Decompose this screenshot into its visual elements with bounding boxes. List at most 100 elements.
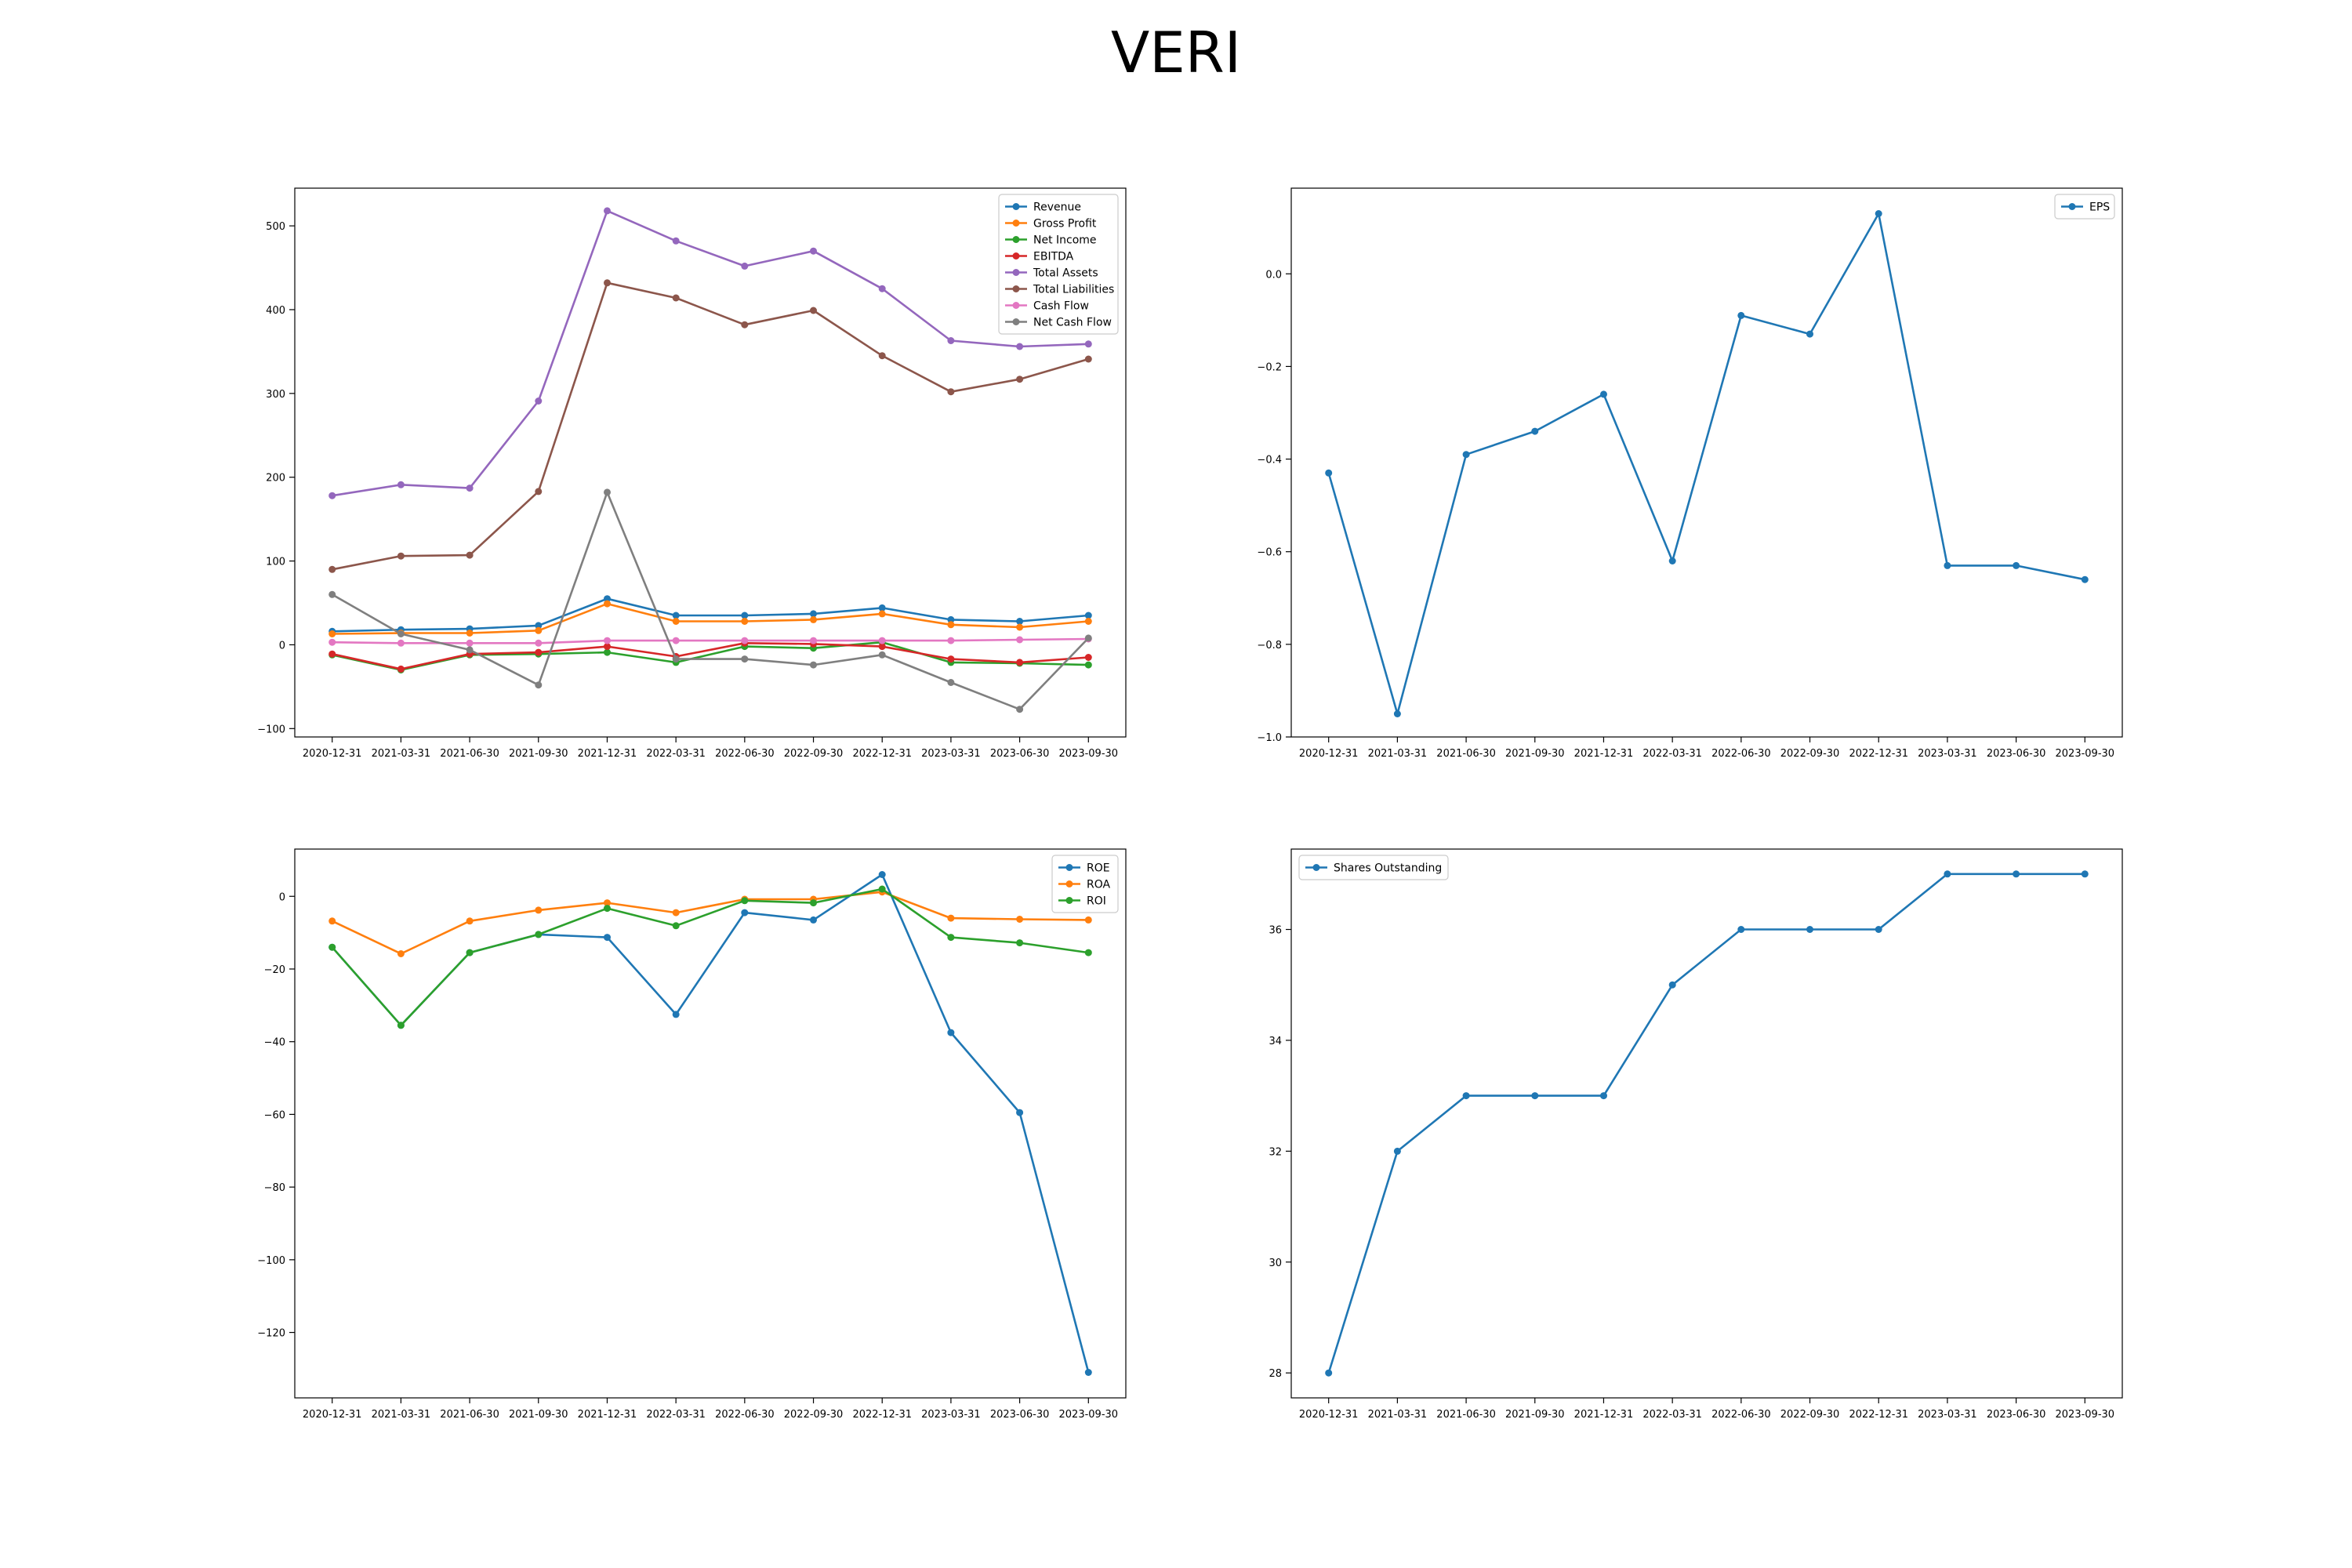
financials-x-tick-label: 2022-06-30 <box>715 748 775 760</box>
shares-y-tick-label: 28 <box>1269 1368 1282 1380</box>
financials-legend-marker-ebitda <box>1012 252 1020 260</box>
shares-series-shares-outstanding-point <box>1393 1147 1401 1155</box>
financials-series-cash-flow-point <box>466 639 474 647</box>
financials-axes-frame <box>294 187 1127 738</box>
returns-x-tick-label: 2023-06-30 <box>990 1409 1050 1421</box>
returns-x-tick-label: 2021-06-30 <box>440 1409 499 1421</box>
returns-series-roi-point <box>672 922 680 930</box>
financials-series-total-liabilities-point <box>810 307 817 314</box>
financials-y-tick-label: 400 <box>266 305 285 317</box>
financials-series-ebitda-point <box>535 648 543 656</box>
returns-series-roa-point <box>1084 916 1092 924</box>
shares-series-shares-outstanding-point <box>1875 926 1882 933</box>
returns-y-tick-label: 0 <box>279 891 285 903</box>
financials-series-total-liabilities-point <box>466 551 474 559</box>
shares-y-tick-label: 30 <box>1269 1258 1282 1269</box>
shares-y-tick-label: 34 <box>1269 1036 1282 1047</box>
financials-legend-label-revenue: Revenue <box>1033 201 1081 214</box>
financials-series-gross-profit-point <box>672 618 680 625</box>
financials-series-cash-flow-point <box>397 639 405 647</box>
financials-series-revenue-point <box>604 595 611 603</box>
returns-series-roi-point <box>741 897 749 905</box>
eps-series-eps-point <box>1737 311 1745 319</box>
financials-series-revenue-point <box>535 622 543 630</box>
financials-series-total-assets-line <box>332 209 1089 497</box>
returns-legend-label-roa: ROA <box>1087 879 1111 891</box>
eps-x-tick-label: 2022-09-30 <box>1780 748 1840 760</box>
financials-series-total-liabilities-point <box>604 279 611 287</box>
financials-series-gross-profit-point <box>604 600 611 608</box>
returns-y-tick-label: −40 <box>264 1037 285 1049</box>
shares-outstanding-chart: 2020-12-31 2021-03-31 2021-06-30 2021-09-30… <box>1269 848 2123 1421</box>
financials-series-net-cash-flow-point <box>672 655 680 663</box>
shares-series-shares-outstanding-point <box>2081 870 2089 878</box>
returns-series-roe-point <box>810 916 817 924</box>
eps-legend-label-eps: EPS <box>2089 201 2110 214</box>
eps-series-eps-point <box>1325 469 1333 477</box>
financials-series-total-assets-point <box>741 262 749 270</box>
shares-x-tick-label: 2022-06-30 <box>1711 1409 1771 1421</box>
financials-series-ebitda-point <box>1084 654 1092 661</box>
returns-series-roe-point <box>604 934 611 942</box>
returns-x-tick-label: 2022-03-31 <box>646 1409 706 1421</box>
shares-x-tick-label: 2023-06-30 <box>1987 1409 2046 1421</box>
returns-x-tick-label: 2023-03-31 <box>921 1409 981 1421</box>
shares-series-shares-outstanding-point <box>1806 926 1813 933</box>
financials-series-total-liabilities-point <box>535 488 543 495</box>
shares-series-shares-outstanding-point <box>1944 870 1951 878</box>
eps-y-tick-label: −0.6 <box>1257 547 1282 559</box>
financials-x-tick-label: 2022-09-30 <box>784 748 844 760</box>
eps-x-tick-label: 2022-12-31 <box>1849 748 1908 760</box>
financials-x-tick-label: 2023-06-30 <box>990 748 1050 760</box>
shares-series-shares-outstanding-point <box>1737 926 1745 933</box>
returns-series-roi-point <box>810 899 817 907</box>
shares-axes-frame <box>1290 848 2123 1399</box>
financials-series-total-assets-point <box>810 247 817 255</box>
returns-axes-frame <box>294 848 1127 1399</box>
financials-legend-label-net-income: Net Income <box>1033 234 1097 247</box>
returns-series-roi-point <box>878 885 886 893</box>
financials-series-revenue-point <box>1084 612 1092 619</box>
financials-legend-marker-gross-profit <box>1012 220 1020 227</box>
returns-series-roi-point <box>466 949 474 956</box>
financials-series-gross-profit-point <box>1016 623 1024 631</box>
financials-legend-label-total-assets: Total Assets <box>1033 267 1098 280</box>
shares-x-tick-label: 2022-12-31 <box>1849 1409 1908 1421</box>
returns-legend-marker-roe <box>1065 864 1073 871</box>
financials-series-net-cash-flow-point <box>878 651 886 659</box>
eps-legend-marker-eps <box>2068 203 2076 210</box>
shares-x-tick-label: 2021-06-30 <box>1436 1409 1496 1421</box>
shares-legend-marker-shares-outstanding <box>1312 864 1320 871</box>
returns-series-roa-point <box>535 906 543 914</box>
returns-series-roa-point <box>466 917 474 925</box>
financials-series-revenue-point <box>672 612 680 619</box>
financials-series-cash-flow-point <box>535 639 543 647</box>
financials-legend-marker-net-income <box>1012 236 1020 243</box>
returns-series-roa-point <box>397 950 405 957</box>
returns-y-tick-label: −20 <box>264 964 285 976</box>
shares-series-shares-outstanding-point <box>1600 1092 1607 1100</box>
financials-series-total-assets-point <box>1084 340 1092 348</box>
returns-x-tick-label: 2021-03-31 <box>372 1409 431 1421</box>
financials-series-gross-profit-point <box>328 630 336 637</box>
financials-series-ebitda-point <box>328 650 336 658</box>
eps-y-tick-label: 0.0 <box>1265 269 1282 281</box>
financials-legend-label-ebitda: EBITDA <box>1033 251 1074 263</box>
returns-y-tick-label: −120 <box>257 1328 285 1340</box>
eps-y-tick-label: −0.4 <box>1257 455 1282 466</box>
returns-y-tick-label: −60 <box>264 1109 285 1121</box>
eps-x-tick-label: 2022-06-30 <box>1711 748 1771 760</box>
shares-x-tick-label: 2020-12-31 <box>1299 1409 1359 1421</box>
figure-title: VERI <box>1110 20 1241 85</box>
returns-series-roa-line <box>332 891 1089 955</box>
financials-legend-marker-cash-flow <box>1012 302 1020 309</box>
financials-series-total-assets-point <box>1016 343 1024 350</box>
eps-y-tick-label: −1.0 <box>1257 732 1282 744</box>
financials-legend-marker-total-assets <box>1012 269 1020 276</box>
returns-series-roa-point <box>672 909 680 916</box>
returns-legend-label-roe: ROE <box>1087 862 1110 875</box>
eps-series-eps-point <box>1944 561 1951 569</box>
returns-series-roa-point <box>1016 916 1024 923</box>
financials-series-cash-flow-point <box>672 637 680 644</box>
